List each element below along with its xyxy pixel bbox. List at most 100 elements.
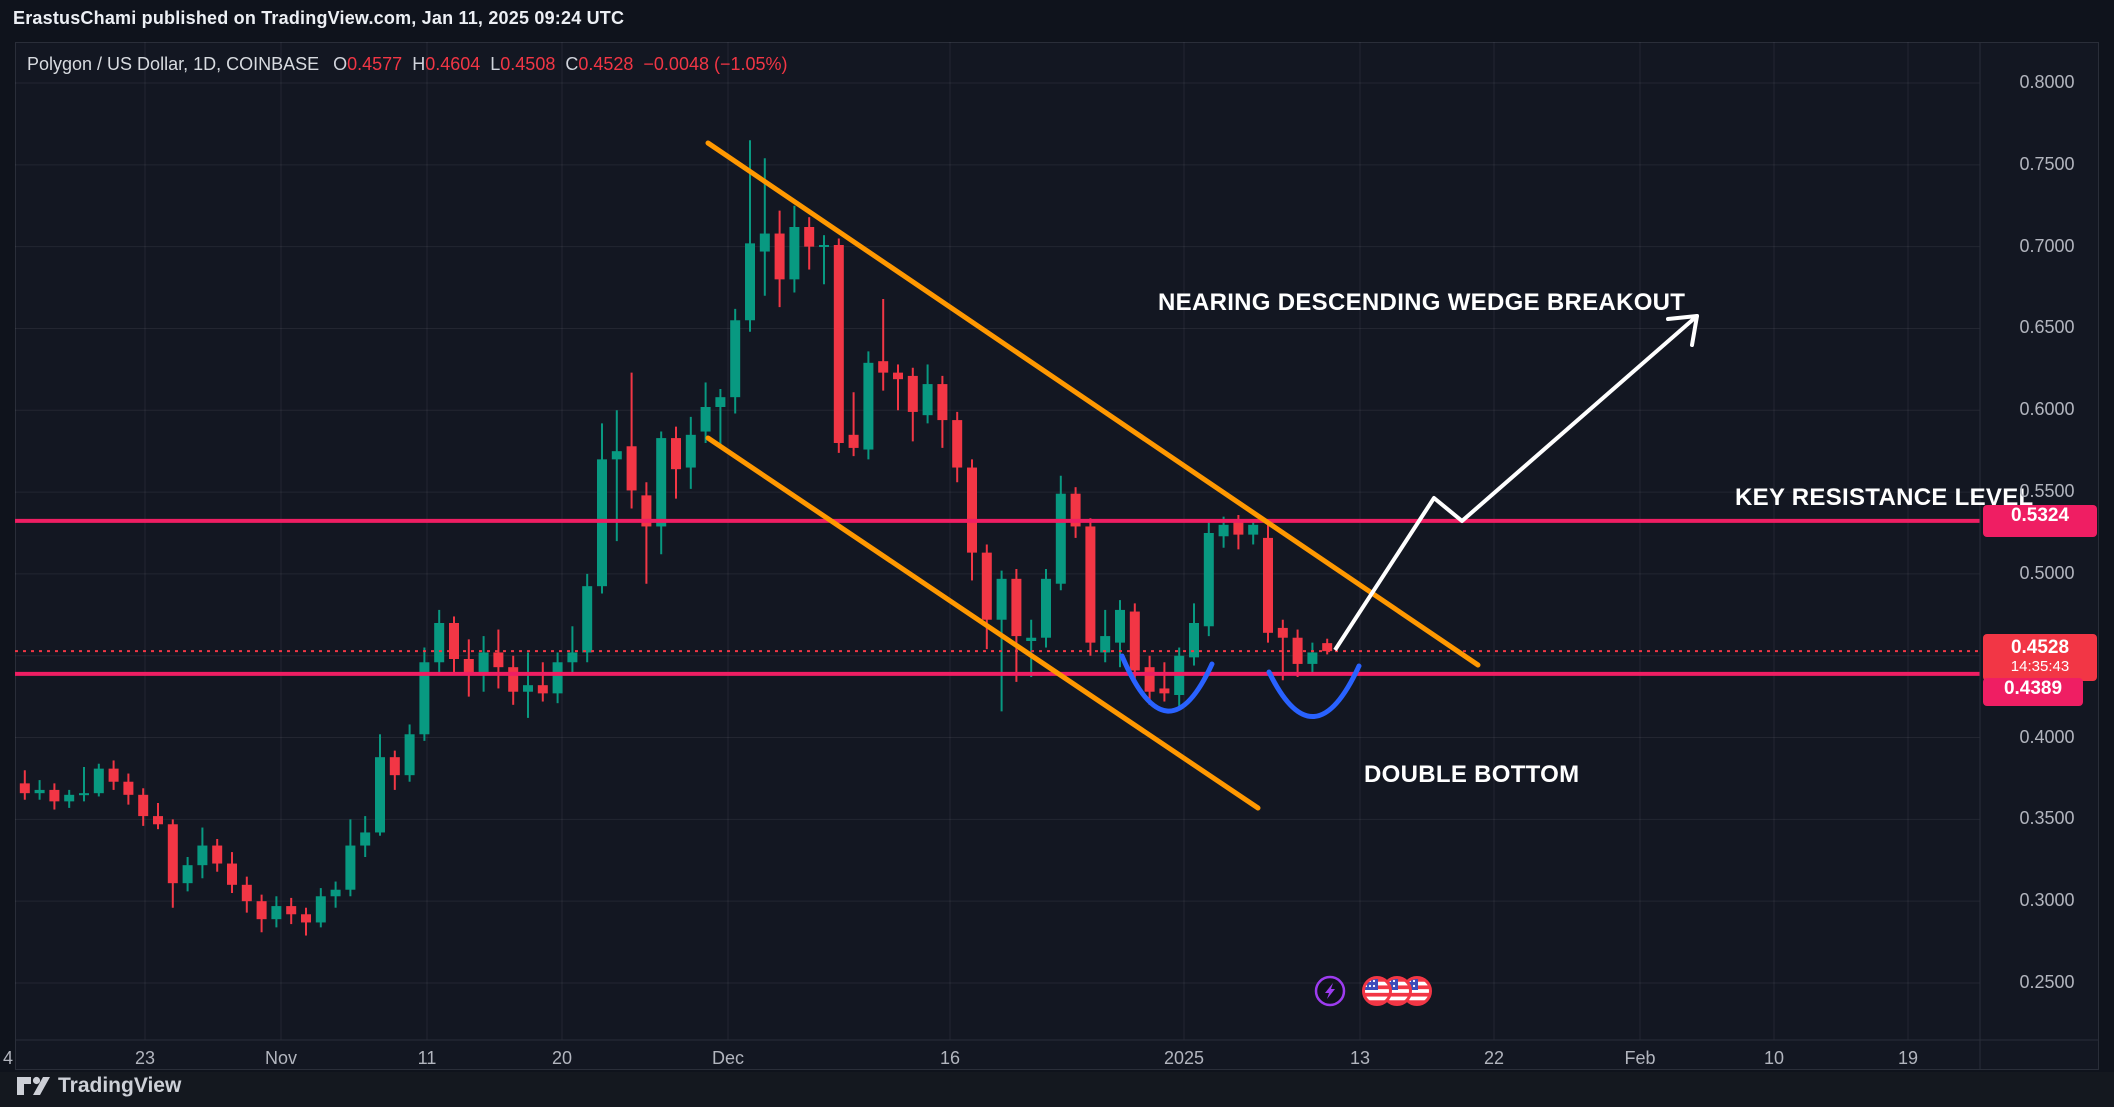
- wedge-breakout-annotation: NEARING DESCENDING WEDGE BREAKOUT: [1158, 289, 1686, 316]
- time-tick-label: 22: [1483, 1048, 1505, 1068]
- candle-body: [153, 816, 163, 825]
- time-tick-label: 16: [939, 1048, 961, 1068]
- level-price-badge: 0.5324: [1983, 504, 2097, 537]
- price-tick-label: 0.6500: [2019, 317, 2075, 338]
- candle-body: [759, 233, 770, 252]
- candle-body: [611, 451, 622, 460]
- candle-body: [819, 244, 829, 247]
- candle-countdown-timer: 14:35:43: [2010, 657, 2070, 675]
- candle-body: [212, 845, 223, 864]
- ohlc-key: C: [565, 54, 579, 74]
- candle-body: [523, 685, 533, 692]
- publish-title: ErastusChami published on TradingView.co…: [13, 8, 625, 28]
- last-price-badge: 0.4528 14:35:43: [1983, 634, 2097, 682]
- candle-body: [123, 781, 134, 795]
- tradingview-brand-name: TradingView: [58, 1074, 182, 1097]
- price-tick-label: 0.8000: [2019, 72, 2075, 92]
- candle-body: [1085, 526, 1096, 643]
- candle-body: [478, 652, 489, 673]
- candle-body: [582, 586, 593, 653]
- candle-body: [848, 434, 859, 448]
- ohlc-value: 0.4604: [425, 54, 481, 74]
- candle-body: [1203, 532, 1214, 627]
- candle-body: [981, 552, 992, 620]
- badge-price: 0.4389: [2003, 677, 2063, 699]
- time-tick-label: 13: [1349, 1048, 1371, 1068]
- candle-body: [493, 652, 504, 668]
- candle-body: [715, 397, 726, 407]
- level-price-badge: 0.4389: [1983, 677, 2083, 706]
- candle-body: [537, 685, 548, 694]
- change-value: −0.0048 (−1.05%): [643, 54, 788, 74]
- candle-body: [1248, 524, 1259, 535]
- candle-body: [1277, 627, 1288, 638]
- price-tick-label: 0.5000: [2019, 562, 2075, 583]
- double-bottom-arc-2: [1266, 663, 1362, 719]
- candle-body: [434, 622, 445, 663]
- candle-body: [996, 578, 1007, 620]
- double-bottom-annotation: DOUBLE BOTTOM: [1364, 761, 1580, 788]
- candle-body: [330, 889, 341, 897]
- candle-body: [286, 906, 297, 915]
- candle-body: [863, 362, 874, 450]
- breakout-arrowhead: [1666, 314, 1699, 321]
- candle-body: [878, 361, 889, 373]
- candle-body: [1159, 688, 1170, 694]
- candle-body: [241, 884, 252, 902]
- price-tick-label: 0.4000: [2019, 726, 2075, 747]
- symbol-legend: Polygon / US Dollar, 1D, COINBASE O0.4577…: [27, 54, 788, 75]
- candle-body: [5, 783, 15, 790]
- candle-body: [937, 384, 948, 421]
- candle-body: [804, 226, 815, 247]
- ohlc-key: L: [490, 54, 501, 74]
- candle-body: [256, 901, 267, 920]
- candle-body: [1144, 667, 1155, 692]
- wedge-trendline-upper: [705, 140, 1481, 668]
- candle-body: [967, 467, 977, 553]
- breakout-arrow: [1333, 314, 1699, 652]
- symbol-description: Polygon / US Dollar, 1D, COINBASE: [27, 54, 320, 74]
- candle-body: [1070, 493, 1081, 527]
- candle-body: [138, 794, 149, 817]
- candle-body: [1263, 537, 1273, 633]
- candle-body: [833, 244, 844, 443]
- candle-body: [463, 658, 474, 673]
- us-flag-icon[interactable]: [1362, 976, 1392, 1006]
- candle-body: [567, 652, 578, 663]
- price-tick-label: 0.2500: [2019, 971, 2075, 992]
- candle-body: [730, 320, 741, 398]
- candle-body: [1218, 524, 1229, 537]
- candle-body: [745, 243, 755, 321]
- time-tick-label: Dec: [711, 1048, 744, 1068]
- candle-body: [271, 906, 282, 920]
- tradingview-logo-icon: [17, 1076, 50, 1095]
- price-axis: 0.8000 0.7500 0.7000 0.6500 0.6000 0.5500 0.50…: [1981, 42, 2113, 1040]
- gridlines: [15, 42, 1980, 1040]
- candle-body: [508, 667, 519, 692]
- candle-body: [907, 375, 918, 412]
- time-axis: 4 23 Nov 11 20 Dec 16 2025 13 22 Feb 10 19: [0, 1042, 2114, 1072]
- candle-body: [1322, 643, 1333, 652]
- price-tick-label: 0.7000: [2019, 235, 2075, 256]
- candle-body: [1129, 611, 1140, 671]
- ohlc-value: 0.4528: [578, 54, 634, 74]
- candle-body: [167, 824, 178, 884]
- candle-body: [79, 793, 89, 796]
- tradingview-brand-link[interactable]: TradingView: [16, 1074, 181, 1098]
- candle-body: [671, 438, 681, 470]
- candle-body: [404, 734, 415, 776]
- candle-body: [952, 420, 963, 468]
- publish-header-bar: ErastusChami published on TradingView.co…: [0, 0, 2114, 40]
- candle-body: [1115, 609, 1125, 643]
- lightning-bolt-glyph: [1325, 983, 1335, 999]
- ohlc-value: 0.4577: [347, 54, 403, 74]
- wedge-trendline-lower: [705, 435, 1261, 811]
- candle-body: [389, 757, 400, 776]
- candle-body: [1011, 578, 1022, 637]
- candle-body: [626, 446, 637, 491]
- time-tick-label: 2025: [1163, 1048, 1205, 1068]
- idea-marker-icons[interactable]: [1314, 975, 1432, 1007]
- candle-body: [922, 384, 933, 416]
